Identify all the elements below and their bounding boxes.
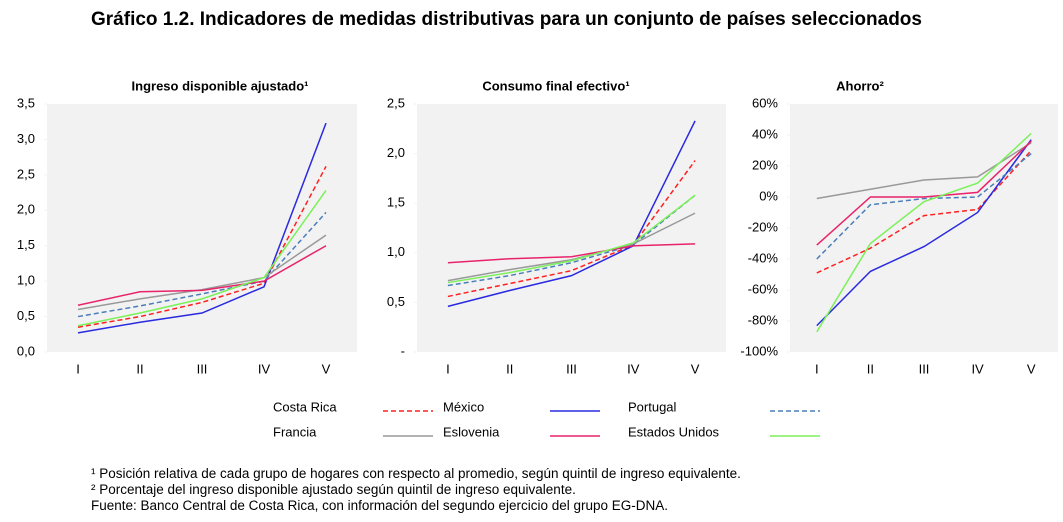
series-line bbox=[816, 142, 1032, 200]
subplot-title: Ahorro² bbox=[836, 78, 884, 93]
y-tick-label: 2,5 bbox=[17, 166, 35, 181]
x-tick-label: III bbox=[197, 361, 208, 376]
y-tick-label: 2,0 bbox=[17, 202, 35, 217]
y-tick-label: -20% bbox=[748, 219, 779, 234]
x-tick-label: V bbox=[1027, 361, 1036, 376]
x-tick-label: III bbox=[919, 361, 930, 376]
y-tick-label: 0,5 bbox=[387, 294, 405, 309]
y-tick-label: -60% bbox=[748, 281, 779, 296]
plot-area bbox=[417, 104, 726, 352]
page-title: Gráfico 1.2. Indicadores de medidas dist… bbox=[91, 9, 922, 30]
series-line bbox=[77, 190, 327, 327]
y-tick-label: 60% bbox=[752, 95, 778, 110]
y-tick-label: 2,5 bbox=[387, 95, 405, 110]
y-tick-label: 3,5 bbox=[17, 95, 35, 110]
x-tick-label: IV bbox=[627, 361, 640, 376]
y-tick-label: 0,5 bbox=[17, 308, 35, 323]
legend-label: Costa Rica bbox=[273, 399, 337, 414]
y-tick-label: 40% bbox=[752, 126, 778, 141]
y-tick-label: 2,0 bbox=[387, 145, 405, 160]
series-line bbox=[77, 122, 327, 334]
x-tick-label: I bbox=[76, 361, 80, 376]
plot-area bbox=[47, 104, 357, 352]
note: ¹ Posición relativa de cada grupo de hog… bbox=[91, 466, 741, 481]
y-tick-label: -80% bbox=[748, 312, 779, 327]
subplot-title: Consumo final efectivo¹ bbox=[482, 78, 629, 93]
series-line bbox=[447, 194, 696, 287]
series-line bbox=[816, 139, 1032, 327]
note: ² Porcentaje del ingreso disponible ajus… bbox=[91, 482, 576, 497]
x-tick-label: II bbox=[867, 361, 874, 376]
x-tick-label: V bbox=[322, 361, 331, 376]
x-tick-label: II bbox=[506, 361, 513, 376]
series-line bbox=[77, 166, 327, 328]
series-line bbox=[77, 211, 327, 318]
series-line bbox=[447, 160, 696, 298]
series-line bbox=[447, 120, 696, 308]
plot-area bbox=[790, 104, 1058, 352]
series-line bbox=[816, 149, 1032, 274]
series-line bbox=[447, 194, 696, 284]
x-tick-label: II bbox=[136, 361, 143, 376]
y-tick-label: -40% bbox=[748, 250, 779, 265]
x-tick-label: IV bbox=[258, 361, 271, 376]
y-tick-label: - bbox=[401, 343, 405, 358]
x-tick-label: IV bbox=[971, 361, 984, 376]
y-tick-label: 1,5 bbox=[387, 195, 405, 210]
y-tick-label: 0,0 bbox=[17, 343, 35, 358]
series-line bbox=[816, 153, 1032, 260]
y-tick-label: 1,0 bbox=[387, 244, 405, 259]
x-tick-label: I bbox=[446, 361, 450, 376]
y-tick-label: -100% bbox=[740, 343, 778, 358]
series-line bbox=[77, 245, 327, 306]
y-tick-label: 3,0 bbox=[17, 131, 35, 146]
x-tick-label: I bbox=[815, 361, 819, 376]
legend-label: Portugal bbox=[628, 399, 677, 414]
y-tick-label: 1,5 bbox=[17, 237, 35, 252]
notes: ¹ Posición relativa de cada grupo de hog… bbox=[91, 466, 741, 514]
y-tick-label: 20% bbox=[752, 157, 778, 172]
series-line bbox=[816, 140, 1032, 246]
legend-label: Eslovenia bbox=[443, 424, 500, 439]
subplot-title: Ingreso disponible ajustado¹ bbox=[132, 78, 309, 93]
series-line bbox=[447, 212, 696, 282]
y-tick-label: 1,0 bbox=[17, 273, 35, 288]
legend-label: Francia bbox=[273, 424, 317, 439]
legend-label: Estados Unidos bbox=[628, 424, 720, 439]
note: Fuente: Banco Central de Costa Rica, con… bbox=[91, 498, 669, 513]
y-tick-label: 0% bbox=[759, 188, 778, 203]
series-line bbox=[816, 132, 1032, 333]
series-line bbox=[447, 243, 696, 264]
x-tick-label: III bbox=[566, 361, 577, 376]
x-tick-label: V bbox=[691, 361, 700, 376]
legend-label: México bbox=[443, 399, 484, 414]
